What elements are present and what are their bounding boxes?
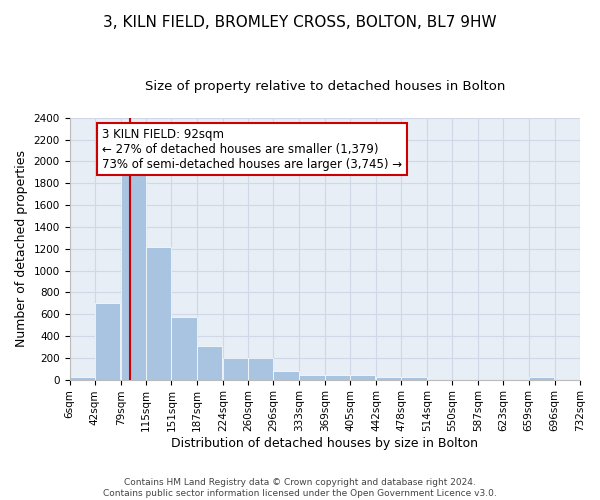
X-axis label: Distribution of detached houses by size in Bolton: Distribution of detached houses by size … xyxy=(171,437,478,450)
Bar xyxy=(172,318,197,380)
Bar xyxy=(376,378,401,380)
Bar xyxy=(325,376,350,380)
Bar xyxy=(299,374,325,380)
Bar xyxy=(70,378,95,380)
Text: 3 KILN FIELD: 92sqm
← 27% of detached houses are smaller (1,379)
73% of semi-det: 3 KILN FIELD: 92sqm ← 27% of detached ho… xyxy=(102,128,402,170)
Bar xyxy=(146,246,172,380)
Bar xyxy=(197,346,222,380)
Bar xyxy=(223,358,248,380)
Text: 3, KILN FIELD, BROMLEY CROSS, BOLTON, BL7 9HW: 3, KILN FIELD, BROMLEY CROSS, BOLTON, BL… xyxy=(103,15,497,30)
Text: Contains HM Land Registry data © Crown copyright and database right 2024.
Contai: Contains HM Land Registry data © Crown c… xyxy=(103,478,497,498)
Title: Size of property relative to detached houses in Bolton: Size of property relative to detached ho… xyxy=(145,80,505,93)
Bar xyxy=(529,377,554,380)
Bar xyxy=(248,358,274,380)
Y-axis label: Number of detached properties: Number of detached properties xyxy=(15,150,28,347)
Bar xyxy=(121,167,146,380)
Bar xyxy=(350,376,376,380)
Bar xyxy=(95,303,120,380)
Bar xyxy=(274,371,299,380)
Bar xyxy=(401,378,427,380)
